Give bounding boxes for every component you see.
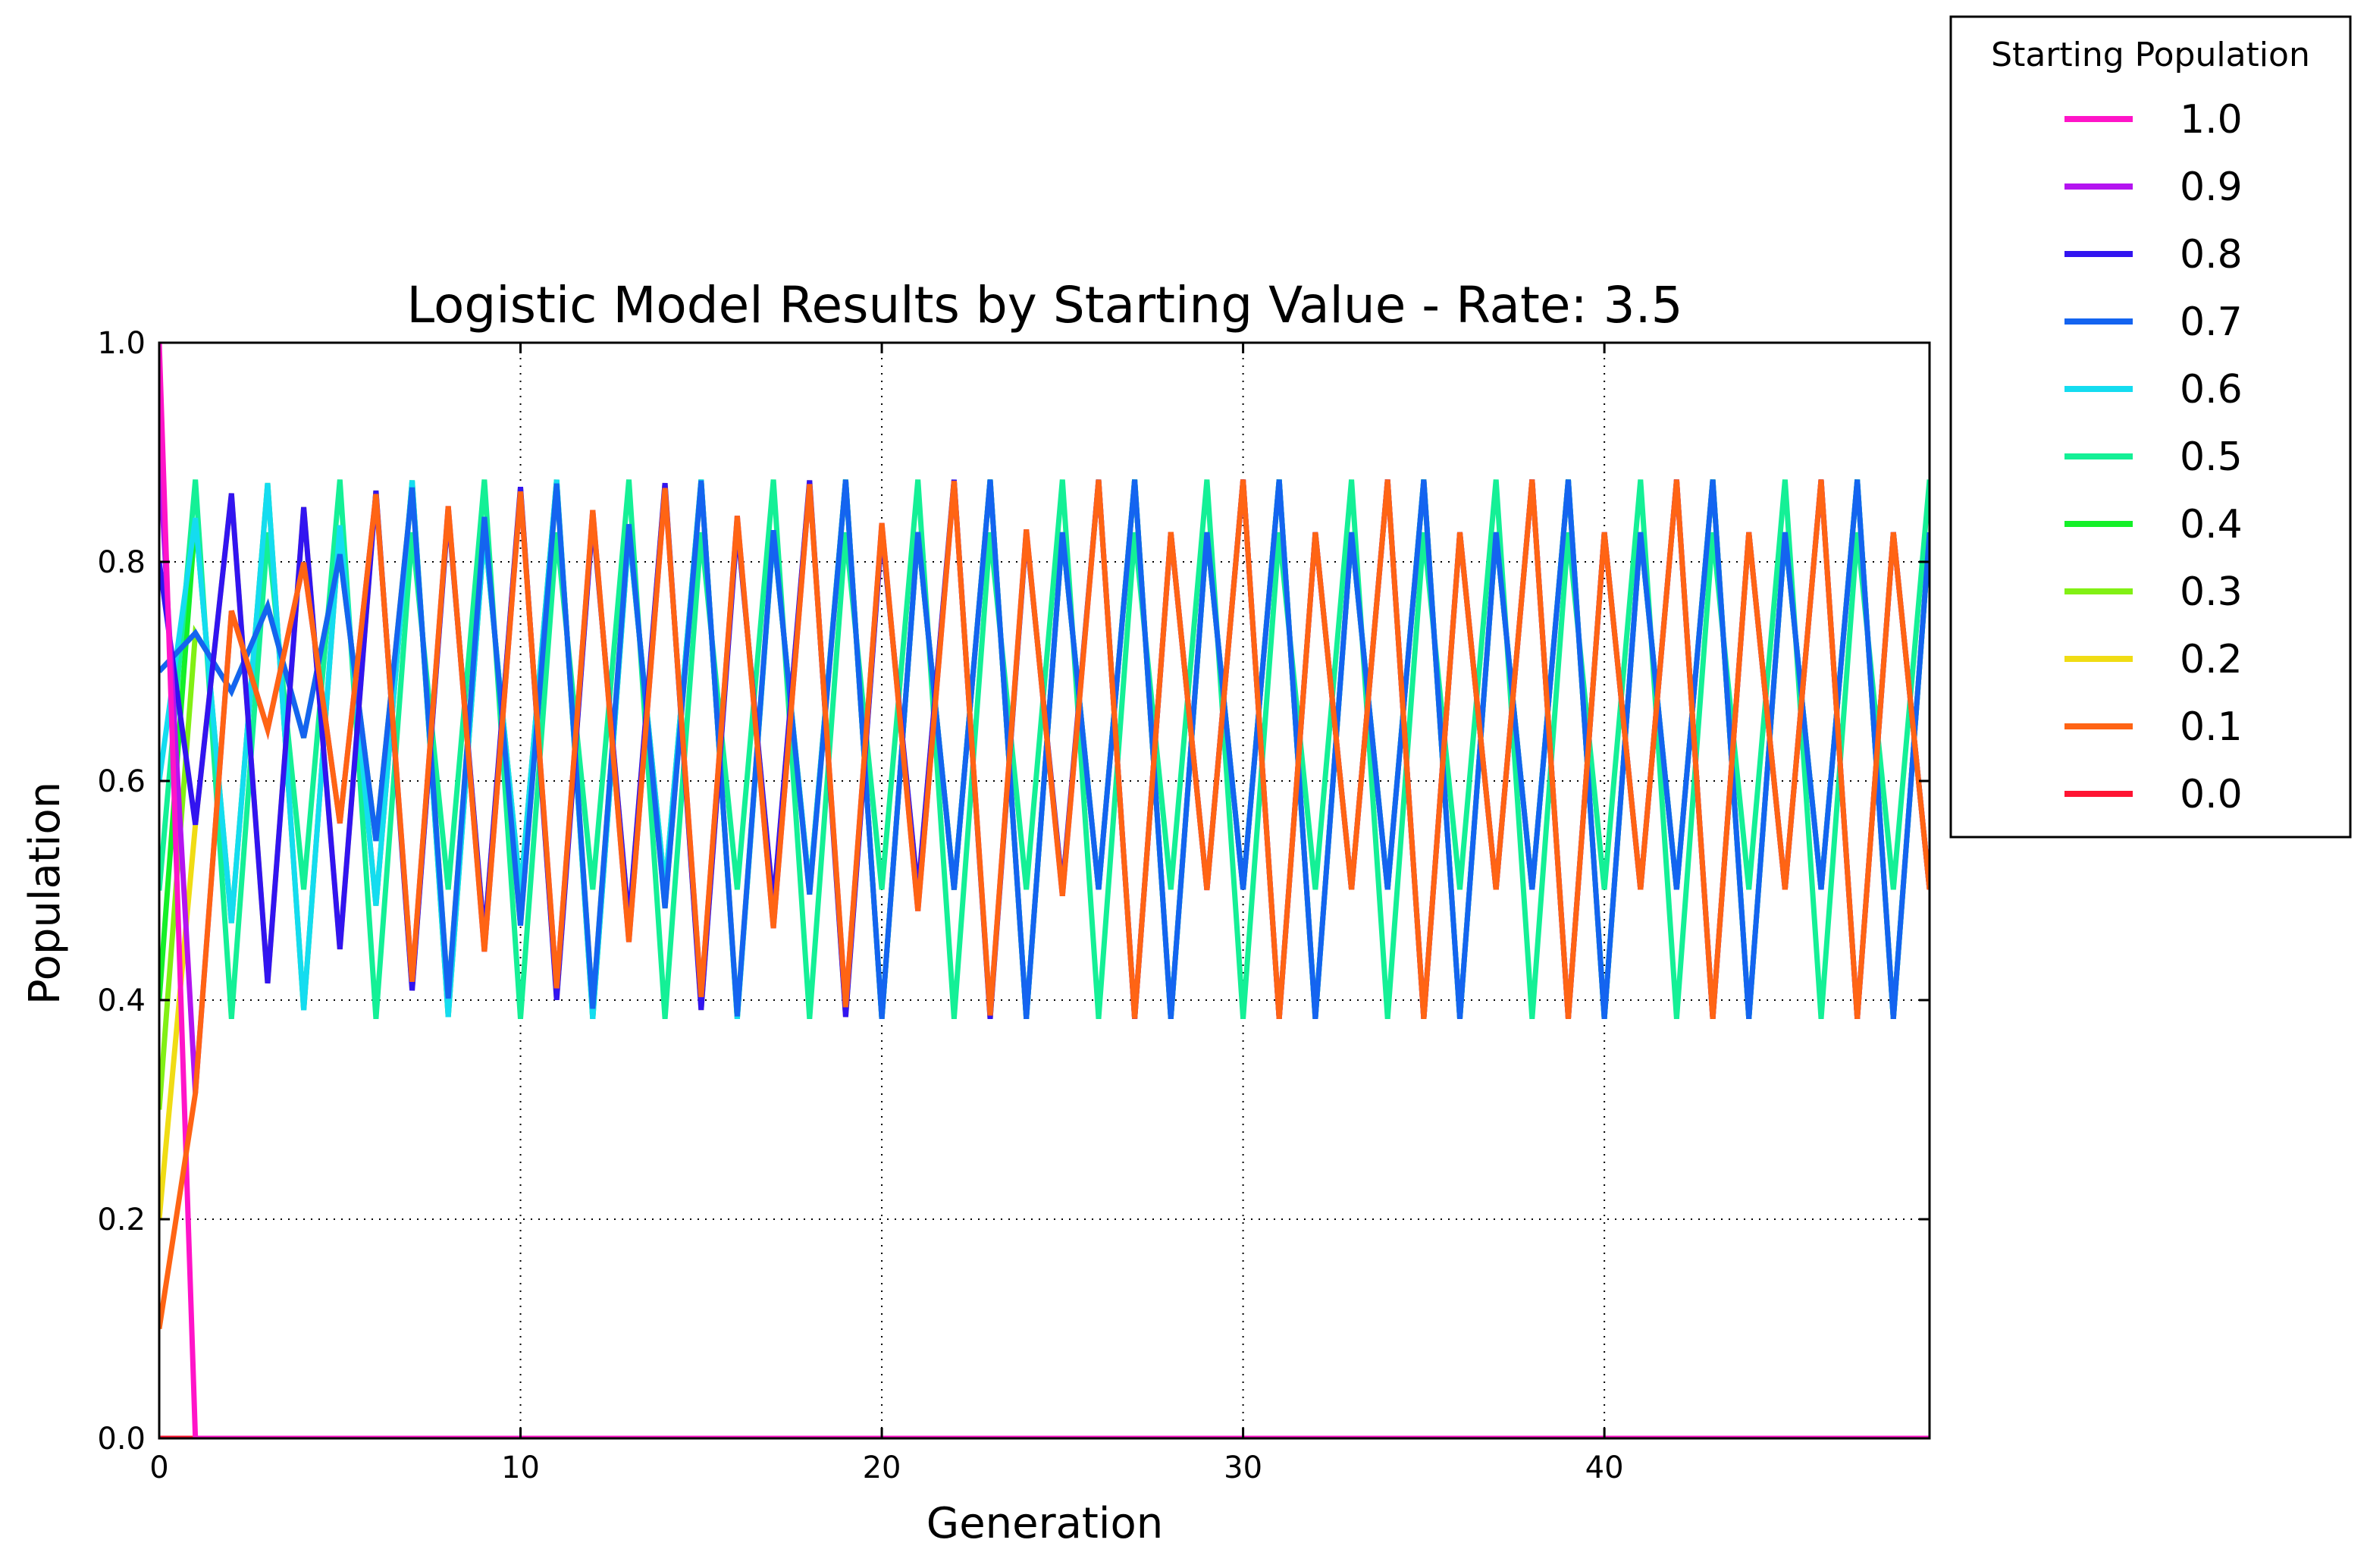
y-tick-label: 0.8: [97, 545, 146, 580]
y-tick-label: 1.0: [97, 326, 146, 361]
legend-label: 0.6: [2180, 367, 2243, 412]
y-tick-label: 0.6: [97, 764, 146, 799]
x-tick-label: 20: [863, 1450, 901, 1485]
chart-title: Logistic Model Results by Starting Value…: [406, 276, 1682, 334]
x-tick-label: 0: [149, 1450, 168, 1485]
series-line-0-7: [159, 479, 1930, 1020]
x-axis-label: Generation: [926, 1499, 1163, 1548]
legend-label: 0.8: [2180, 232, 2243, 278]
y-axis-label: Population: [20, 782, 70, 1005]
y-tick-label: 0.4: [97, 983, 146, 1018]
x-tick-label: 10: [501, 1450, 540, 1485]
y-tick-label: 0.2: [97, 1203, 146, 1237]
legend-label: 0.1: [2180, 704, 2243, 750]
legend-label: 0.0: [2180, 772, 2243, 817]
legend-label: 0.9: [2180, 165, 2243, 210]
x-tick-label: 30: [1224, 1450, 1262, 1485]
legend-label: 0.5: [2180, 434, 2243, 480]
series-line-0-1: [159, 479, 1930, 1330]
y-tick-label: 0.0: [97, 1422, 146, 1457]
legend-label: 0.4: [2180, 502, 2243, 547]
legend-title: Starting Population: [1991, 36, 2310, 74]
plot-area: 0 10 20 30 40 0.0 0.2 0.4 0.6 0.8 1.0: [97, 326, 1931, 1485]
legend-label: 1.0: [2180, 97, 2243, 143]
legend: Starting Population 1.0 0.9 0.8 0.7 0.6 0.5 0.4…: [1949, 15, 2352, 839]
legend-label: 0.3: [2180, 569, 2243, 615]
legend-box: [1949, 15, 2352, 839]
series-group: [159, 343, 1930, 1438]
legend-label: 0.2: [2180, 637, 2243, 682]
legend-label: 0.7: [2180, 299, 2243, 345]
plot-frame: [158, 341, 1931, 1440]
x-tick-label: 40: [1585, 1450, 1624, 1485]
